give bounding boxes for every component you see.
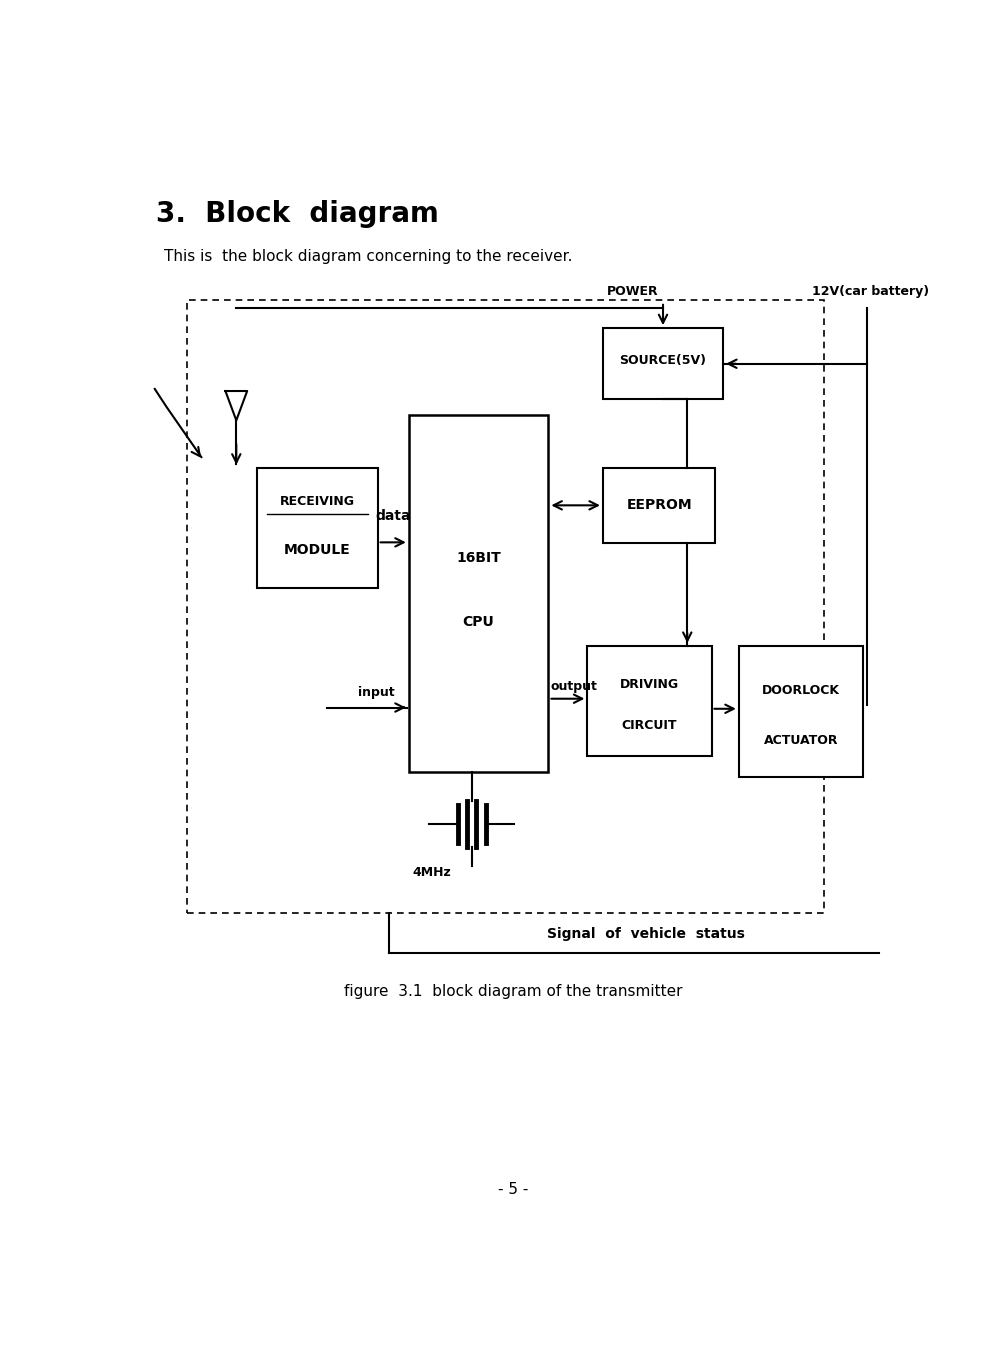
Text: 12V(car battery): 12V(car battery)	[813, 285, 930, 298]
Text: RECEIVING: RECEIVING	[280, 494, 355, 508]
Bar	[738, 646, 863, 776]
Bar	[258, 467, 378, 588]
Text: EEPROM: EEPROM	[626, 498, 692, 512]
Text: output: output	[551, 681, 597, 693]
Text: CIRCUIT: CIRCUIT	[621, 719, 677, 731]
Text: DRIVING: DRIVING	[620, 678, 679, 691]
Bar	[409, 415, 548, 772]
Text: - 5 -: - 5 -	[498, 1182, 529, 1197]
Text: 4MHz: 4MHz	[413, 866, 451, 878]
Bar	[187, 300, 824, 914]
Text: data: data	[376, 509, 411, 523]
Text: 16BIT: 16BIT	[456, 550, 501, 565]
Text: DOORLOCK: DOORLOCK	[762, 684, 840, 697]
Text: MODULE: MODULE	[285, 542, 351, 557]
Text: This is  the block diagram concerning to the receiver.: This is the block diagram concerning to …	[164, 249, 572, 264]
Bar	[603, 467, 715, 543]
Text: figure  3.1  block diagram of the transmitter: figure 3.1 block diagram of the transmit…	[345, 985, 682, 1000]
Text: SOURCE(5V): SOURCE(5V)	[619, 354, 706, 366]
Text: input: input	[359, 686, 395, 699]
Text: POWER: POWER	[606, 285, 658, 298]
Text: Signal  of  vehicle  status: Signal of vehicle status	[547, 926, 744, 941]
Bar	[603, 328, 723, 399]
Text: 3.  Block  diagram: 3. Block diagram	[156, 200, 439, 229]
Text: ACTUATOR: ACTUATOR	[764, 734, 838, 746]
Text: CPU: CPU	[463, 616, 494, 629]
Bar	[587, 646, 711, 756]
